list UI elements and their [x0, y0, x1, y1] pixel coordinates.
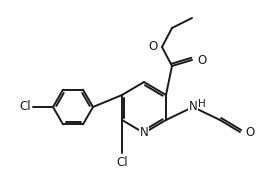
- Text: H: H: [198, 99, 206, 109]
- Text: Cl: Cl: [116, 156, 128, 169]
- Text: O: O: [149, 41, 158, 54]
- Text: O: O: [197, 54, 206, 66]
- Text: Cl: Cl: [20, 100, 31, 114]
- Text: O: O: [245, 126, 254, 139]
- Text: N: N: [188, 100, 197, 114]
- Text: N: N: [140, 126, 148, 139]
